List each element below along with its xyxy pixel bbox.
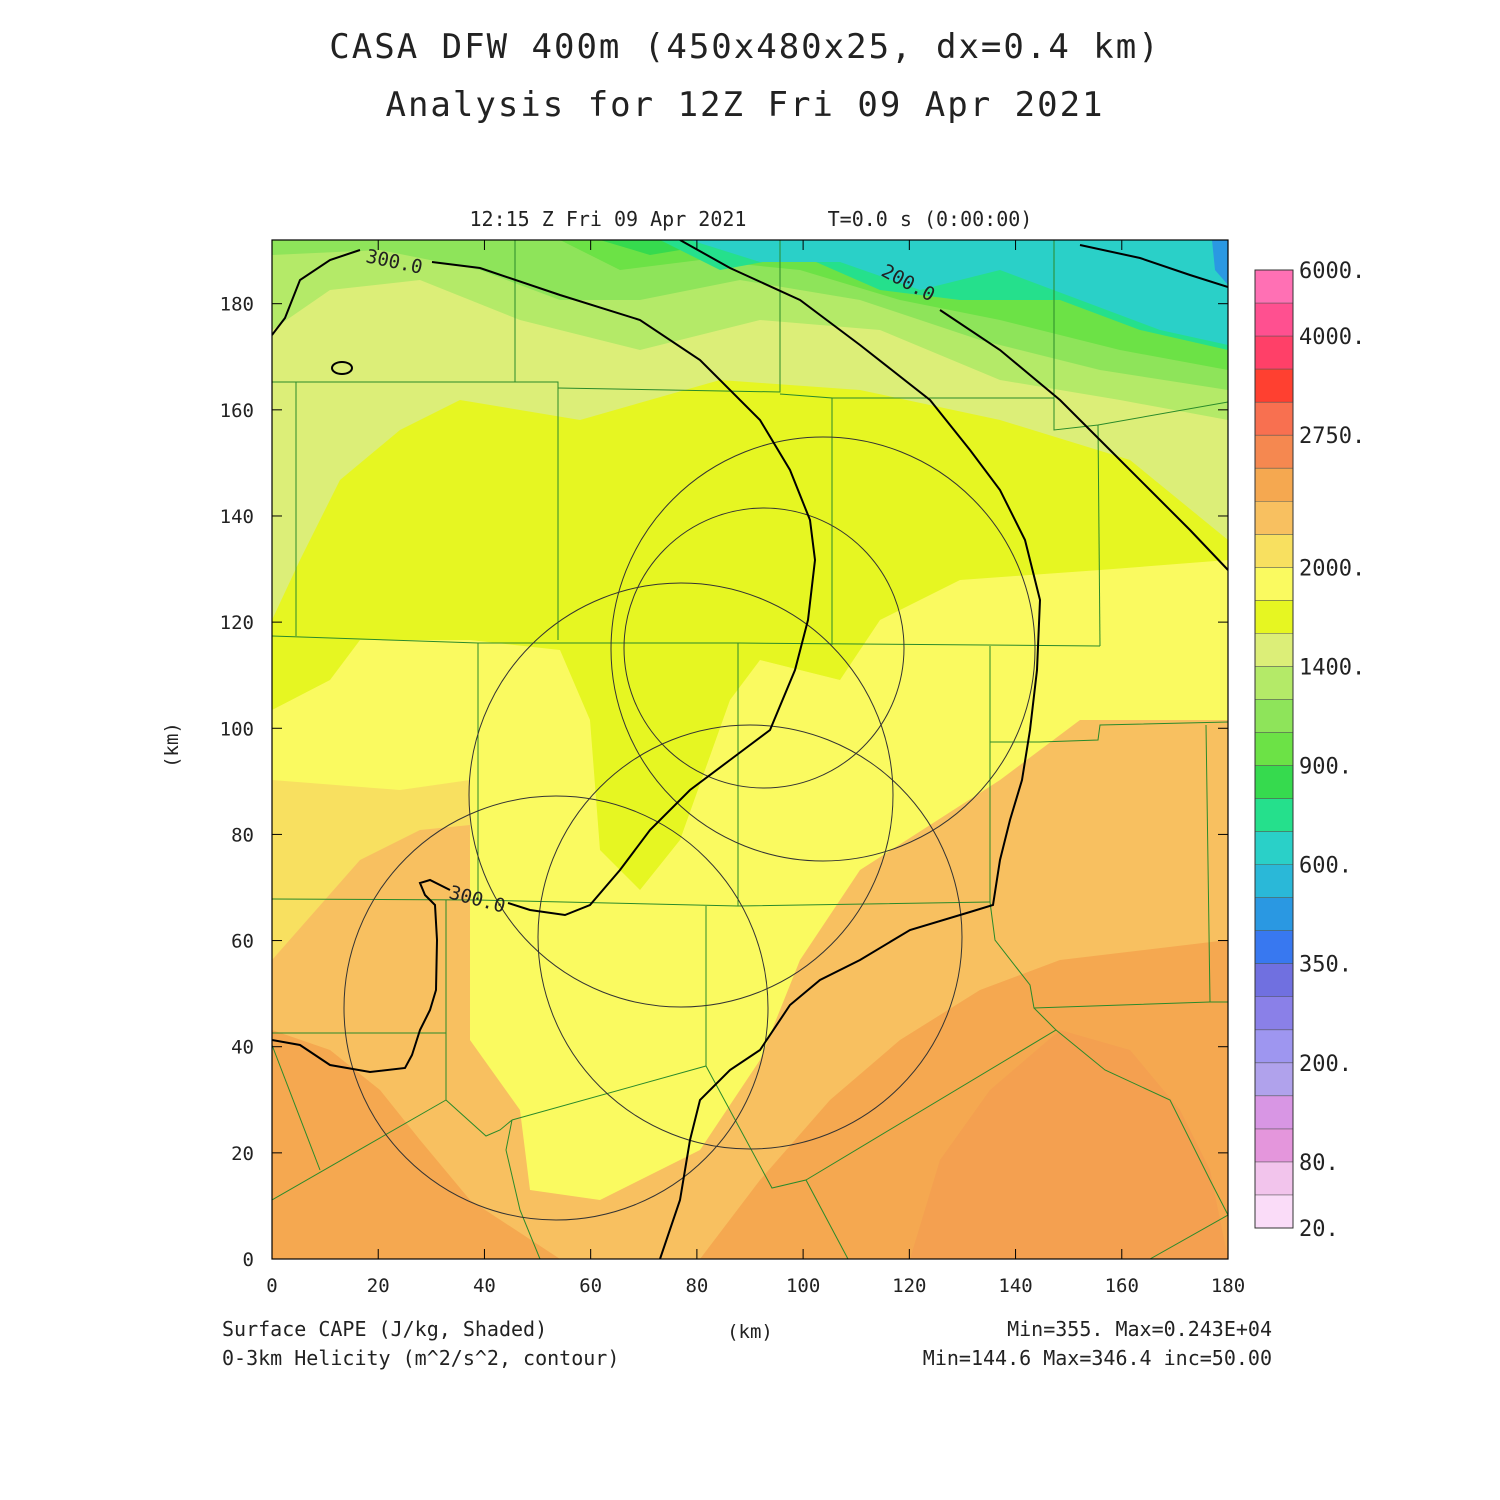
- field-shaded-label: Surface CAPE (J/kg, Shaded): [222, 1317, 547, 1341]
- helicity-contours: [272, 240, 1228, 1259]
- helicity-contour-north-300: [272, 249, 361, 336]
- plot-frame: [271, 239, 1229, 1260]
- colorbar-swatch: [1255, 435, 1293, 469]
- colorbar-swatch: [1255, 996, 1293, 1031]
- helicity-contour-200-ne: [1079, 244, 1228, 288]
- radar-ring-east: [610, 436, 1036, 862]
- cape-stats: Min=355. Max=0.243E+04: [1007, 1317, 1272, 1341]
- colorbar-label: 350.: [1299, 953, 1352, 978]
- colorbar-swatch: [1255, 1029, 1293, 1064]
- y-tick-label: 180: [220, 294, 254, 316]
- colorbar-swatch: [1255, 270, 1293, 304]
- x-tick-label: 80: [685, 1275, 708, 1297]
- map-subtitle: Analysis for 12Z Fri 09 Apr 2021: [385, 85, 1104, 125]
- radar-ring-sw: [343, 795, 769, 1221]
- radar-ring-south: [537, 724, 963, 1150]
- colorbar-label: 1400.: [1299, 655, 1365, 680]
- colorbar-swatch: [1255, 930, 1293, 965]
- y-tick-label: 0: [243, 1249, 254, 1271]
- y-axis: 0 20 40 60 80 100 120 140 160 180: [220, 294, 1228, 1271]
- helicity-contour-closed: [331, 361, 353, 375]
- colorbar-swatch: [1255, 963, 1293, 998]
- x-tick-label: 60: [579, 1275, 602, 1297]
- colorbar-label: 20.: [1299, 1217, 1339, 1242]
- colorbar-swatch: [1255, 1062, 1293, 1097]
- colorbar-swatch: [1255, 831, 1293, 866]
- helicity-stats: Min=144.6 Max=346.4 inc=50.00: [923, 1346, 1272, 1370]
- colorbar-swatch: [1255, 732, 1293, 767]
- cape-shading: [272, 240, 1228, 1259]
- y-tick-label: 20: [231, 1143, 254, 1165]
- colorbar-swatch: [1255, 1194, 1293, 1229]
- colorbar-swatch: [1255, 303, 1293, 337]
- colorbar-label: 200.: [1299, 1052, 1352, 1077]
- colorbar-swatch: [1255, 468, 1293, 502]
- colorbar-label: 80.: [1299, 1151, 1339, 1176]
- x-tick-label: 180: [1211, 1275, 1245, 1297]
- valid-time: 12:15 Z Fri 09 Apr 2021: [470, 207, 747, 231]
- y-tick-label: 60: [231, 931, 254, 953]
- colorbar-swatch: [1255, 600, 1293, 634]
- radar-rings: [343, 436, 1036, 1221]
- colorbar-frame: [1254, 269, 1294, 1229]
- helicity-contour-300-sw: [272, 878, 451, 1074]
- colorbar-swatch: [1255, 666, 1293, 700]
- y-tick-label: 120: [220, 612, 254, 634]
- colorbar-swatch: [1255, 501, 1293, 535]
- x-tick-label: 40: [473, 1275, 496, 1297]
- helicity-contour-200: [659, 240, 1042, 1259]
- x-tick-label: 140: [998, 1275, 1032, 1297]
- y-tick-label: 80: [231, 824, 254, 846]
- colorbar-swatch: [1255, 534, 1293, 568]
- colorbar-swatch: [1255, 1095, 1293, 1130]
- colorbar-label: 2000.: [1299, 556, 1365, 581]
- x-tick-label: 20: [367, 1275, 390, 1297]
- x-tick-label: 120: [892, 1275, 926, 1297]
- colorbar-swatch: [1255, 402, 1293, 436]
- y-tick-label: 100: [220, 718, 254, 740]
- county-borders: [272, 240, 1228, 1259]
- cape-band-450: [1212, 240, 1228, 285]
- colorbar-swatch: [1255, 1128, 1293, 1163]
- map-title: CASA DFW 400m (450x480x25, dx=0.4 km): [329, 27, 1160, 67]
- colorbar-swatch: [1255, 567, 1293, 601]
- colorbar-swatch: [1255, 699, 1293, 733]
- cape-band-2750: [910, 1030, 1228, 1259]
- colorbar-label: 6000.: [1299, 259, 1365, 284]
- x-tick-label: 0: [266, 1275, 277, 1297]
- x-tick-label: 160: [1105, 1275, 1139, 1297]
- colorbar-label: 600.: [1299, 854, 1352, 879]
- cape-band-2500: [272, 1030, 560, 1259]
- x-tick-label: 100: [786, 1275, 820, 1297]
- helicity-contour-200-east: [939, 309, 1228, 571]
- y-tick-label: 140: [220, 506, 254, 528]
- y-tick-label: 40: [231, 1037, 254, 1059]
- radar-ring-center: [468, 582, 894, 1008]
- field-contour-label: 0-3km Helicity (m^2/s^2, contour): [222, 1346, 619, 1370]
- cape-band-600: [690, 240, 1228, 345]
- y-axis-label: (km): [161, 722, 183, 768]
- colorbar-swatch: [1255, 369, 1293, 403]
- colorbar-swatch: [1255, 1161, 1293, 1196]
- colorbar-label: 900.: [1299, 755, 1352, 780]
- radar-ring-ne: [623, 507, 905, 789]
- colorbar: 6000. 4000. 2750. 2000. 1400. 900. 600. 350. 200…: [1254, 259, 1365, 1242]
- colorbar-swatch: [1255, 765, 1293, 800]
- helicity-contour-300-main: [431, 261, 817, 917]
- colorbar-label: 4000.: [1299, 325, 1365, 350]
- colorbar-swatch: [1255, 897, 1293, 932]
- colorbar-swatch: [1255, 336, 1293, 370]
- elapsed-time: T=0.0 s (0:00:00): [828, 207, 1033, 231]
- colorbar-swatch: [1255, 633, 1293, 667]
- x-axis-label: (km): [727, 1321, 773, 1343]
- colorbar-swatch: [1255, 864, 1293, 899]
- colorbar-label: 2750.: [1299, 424, 1365, 449]
- colorbar-swatch: [1255, 798, 1293, 833]
- y-tick-label: 160: [220, 400, 254, 422]
- x-axis: 0 20 40 60 80 100 120 140 160 180: [266, 240, 1245, 1297]
